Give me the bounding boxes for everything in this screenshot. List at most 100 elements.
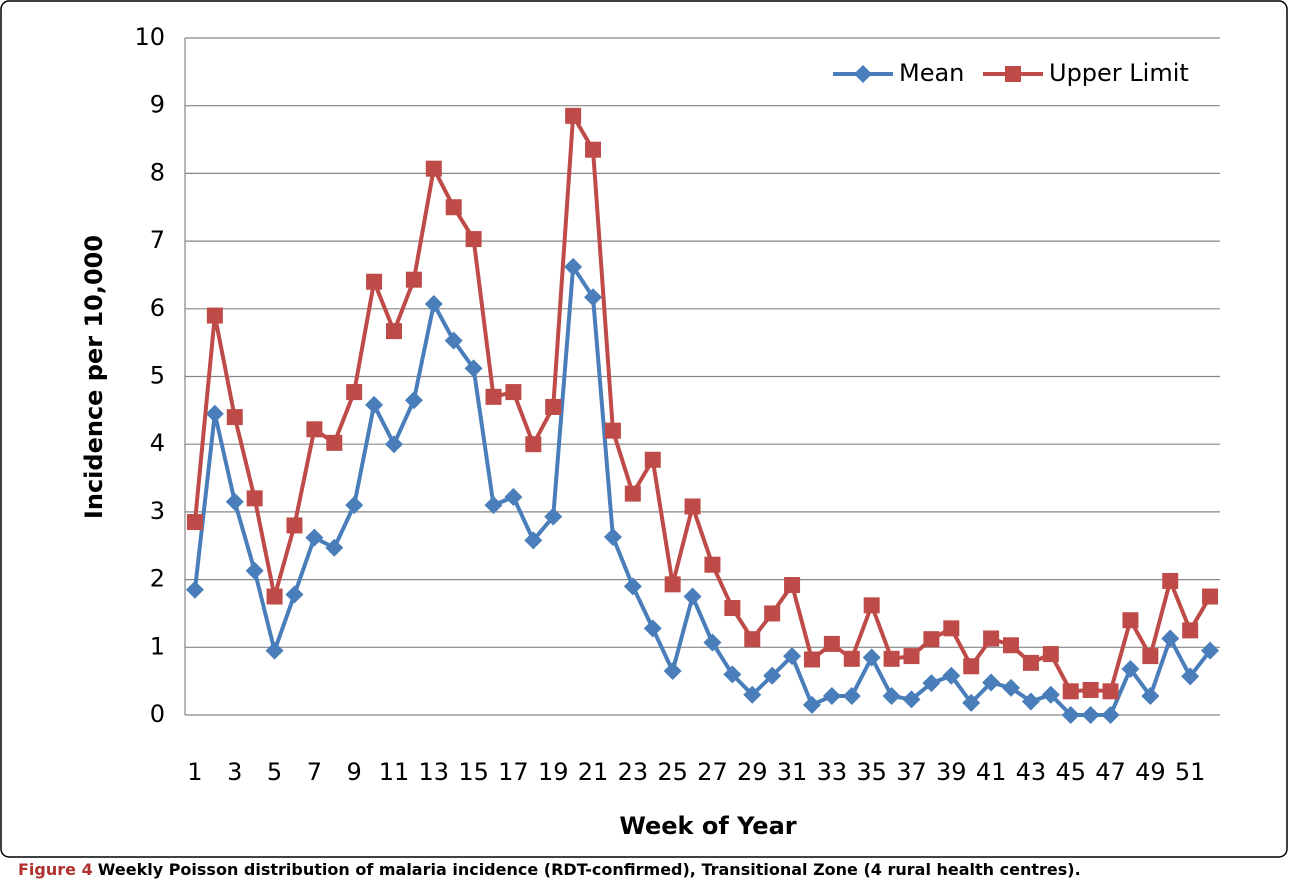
data-point bbox=[565, 107, 582, 124]
x-tick-label: 29 bbox=[737, 758, 768, 786]
data-point bbox=[1003, 637, 1020, 654]
data-point bbox=[326, 434, 343, 451]
x-tick-label: 23 bbox=[618, 758, 649, 786]
data-point bbox=[405, 271, 422, 288]
x-tick-label: 21 bbox=[578, 758, 609, 786]
data-point bbox=[1202, 588, 1219, 605]
legend-marker bbox=[854, 65, 872, 83]
data-point bbox=[346, 384, 363, 401]
x-tick-label: 1 bbox=[187, 758, 202, 786]
data-point bbox=[544, 507, 563, 526]
x-tick-label: 13 bbox=[419, 758, 450, 786]
data-point bbox=[604, 422, 621, 439]
data-point bbox=[564, 257, 583, 276]
x-tick-label: 5 bbox=[267, 758, 282, 786]
data-point bbox=[585, 141, 602, 158]
data-point bbox=[1141, 687, 1160, 706]
data-point bbox=[385, 323, 402, 340]
data-point bbox=[644, 451, 661, 468]
legend-marker bbox=[1005, 66, 1021, 82]
data-point bbox=[545, 398, 562, 415]
data-point bbox=[643, 619, 662, 638]
data-point bbox=[266, 588, 283, 605]
data-point bbox=[584, 288, 603, 307]
x-tick-label: 33 bbox=[817, 758, 848, 786]
data-point bbox=[703, 633, 722, 652]
data-point bbox=[245, 561, 264, 580]
data-point bbox=[504, 488, 523, 507]
data-point bbox=[683, 587, 702, 606]
data-point bbox=[1121, 659, 1140, 678]
data-point bbox=[744, 631, 761, 648]
caption-text: Weekly Poisson distribution of malaria i… bbox=[98, 860, 1081, 879]
data-point bbox=[484, 496, 503, 515]
data-point bbox=[424, 295, 443, 314]
data-point bbox=[505, 384, 522, 401]
x-tick-label: 43 bbox=[1016, 758, 1047, 786]
legend-label: Mean bbox=[899, 59, 964, 87]
data-point bbox=[803, 651, 820, 668]
data-point bbox=[465, 231, 482, 248]
data-point bbox=[1101, 706, 1120, 724]
x-tick-label: 39 bbox=[936, 758, 967, 786]
y-tick-label: 7 bbox=[150, 226, 165, 254]
y-tick-label: 8 bbox=[150, 158, 165, 186]
data-point bbox=[822, 687, 841, 706]
data-point bbox=[1161, 629, 1180, 648]
y-tick-label: 4 bbox=[150, 429, 165, 457]
data-point bbox=[1062, 683, 1079, 700]
data-point bbox=[684, 498, 701, 515]
x-tick-label: 19 bbox=[538, 758, 569, 786]
data-point bbox=[664, 576, 681, 593]
data-point bbox=[1102, 683, 1119, 700]
data-point bbox=[464, 359, 483, 378]
data-point bbox=[603, 527, 622, 546]
legend-label: Upper Limit bbox=[1049, 59, 1189, 87]
data-point bbox=[1042, 646, 1059, 663]
x-tick-label: 37 bbox=[896, 758, 927, 786]
data-point bbox=[863, 597, 880, 614]
data-point bbox=[842, 687, 861, 706]
data-point bbox=[425, 160, 442, 177]
x-tick-label: 51 bbox=[1175, 758, 1206, 786]
data-point bbox=[206, 307, 223, 324]
caption: Figure 4 Weekly Poisson distribution of … bbox=[18, 860, 1081, 879]
data-point bbox=[763, 666, 782, 685]
data-point bbox=[225, 492, 244, 511]
data-point bbox=[802, 695, 821, 714]
data-point bbox=[902, 690, 921, 709]
x-tick-label: 35 bbox=[856, 758, 887, 786]
data-point bbox=[325, 538, 344, 557]
data-point bbox=[185, 580, 204, 599]
y-tick-label: 6 bbox=[150, 294, 165, 322]
data-point bbox=[384, 435, 403, 454]
x-tick-label: 49 bbox=[1135, 758, 1166, 786]
data-point bbox=[524, 531, 543, 550]
data-point bbox=[404, 391, 423, 410]
data-point bbox=[525, 436, 542, 453]
x-tick-label: 15 bbox=[458, 758, 489, 786]
data-point bbox=[205, 404, 224, 423]
data-point bbox=[923, 631, 940, 648]
data-point bbox=[882, 687, 901, 706]
data-point bbox=[783, 647, 802, 666]
data-point bbox=[1181, 667, 1200, 686]
data-point bbox=[764, 605, 781, 622]
data-point bbox=[1022, 654, 1039, 671]
data-point bbox=[1122, 612, 1139, 629]
data-point bbox=[943, 620, 960, 637]
x-tick-label: 11 bbox=[379, 758, 410, 786]
x-tick-label: 31 bbox=[777, 758, 808, 786]
chart-border bbox=[0, 0, 1288, 858]
x-tick-label: 45 bbox=[1055, 758, 1086, 786]
data-point bbox=[704, 556, 721, 573]
x-axis-title: Week of Year bbox=[619, 812, 796, 840]
data-point bbox=[1041, 685, 1060, 704]
data-point bbox=[823, 635, 840, 652]
y-tick-label: 0 bbox=[150, 700, 165, 728]
data-point bbox=[942, 666, 961, 685]
data-point bbox=[724, 600, 741, 617]
data-point bbox=[265, 641, 284, 660]
x-tick-label: 27 bbox=[697, 758, 728, 786]
y-tick-label: 5 bbox=[150, 362, 165, 390]
